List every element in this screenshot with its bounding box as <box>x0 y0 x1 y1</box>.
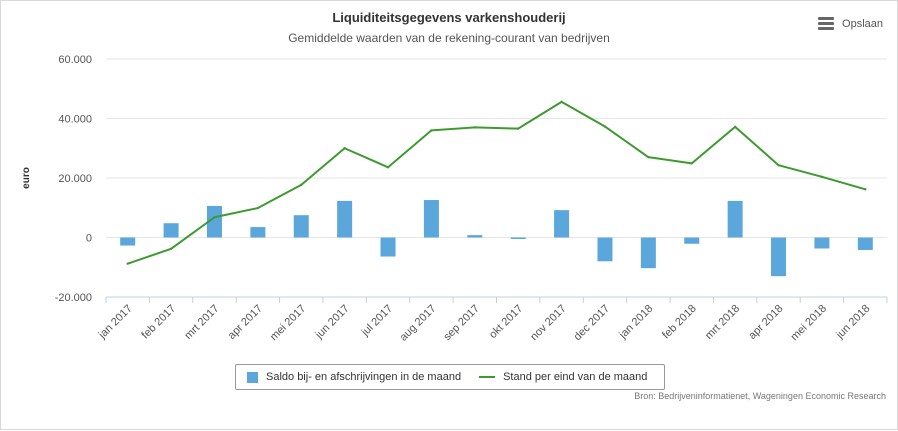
line-point <box>603 125 607 128</box>
legend-bar-swatch <box>247 371 258 383</box>
legend: Saldo bij- en afschrijvingen in de maand… <box>235 364 665 390</box>
line-point <box>864 188 867 191</box>
x-tick-label: sep 2017 <box>441 303 481 343</box>
x-tick-label: mrt 2018 <box>703 303 742 342</box>
x-tick-label: feb 2018 <box>660 303 699 342</box>
line-point <box>777 164 780 167</box>
legend-line-swatch <box>479 376 496 378</box>
bar <box>554 210 570 238</box>
y-tick-label: 20.000 <box>58 173 92 185</box>
x-tick-label: okt 2017 <box>487 303 525 341</box>
line-point <box>516 127 520 130</box>
line-point <box>733 125 737 129</box>
x-tick-label: mei 2017 <box>268 303 308 343</box>
bar <box>684 237 700 244</box>
y-axis-title: euro <box>21 167 32 189</box>
export-menu-button[interactable]: Opslaan <box>818 17 883 30</box>
x-tick-label: jun 2017 <box>313 303 352 342</box>
x-tick-label: jun 2018 <box>833 303 872 342</box>
x-tick-label: mei 2018 <box>789 303 829 343</box>
line-point <box>169 247 173 251</box>
legend-item-line[interactable]: Stand per eind van de maand <box>479 371 647 383</box>
x-tick-label: feb 2017 <box>139 303 178 342</box>
y-tick-label: 60.000 <box>58 54 92 66</box>
bar <box>857 237 873 250</box>
x-tick-label: jan 2017 <box>96 303 135 342</box>
bar <box>120 237 136 246</box>
bar <box>423 200 439 238</box>
bar <box>380 237 396 257</box>
line-point <box>343 147 346 150</box>
x-tick-label: mrt 2017 <box>182 303 221 342</box>
line-point <box>560 100 563 104</box>
bar <box>293 215 309 238</box>
bar <box>250 227 266 238</box>
line-point <box>820 175 824 179</box>
export-menu-label: Opslaan <box>842 17 883 30</box>
hamburger-menu-icon <box>818 17 835 30</box>
line-point <box>690 162 693 165</box>
line-point <box>213 216 216 219</box>
line-point <box>126 262 129 265</box>
y-tick-label: -20.000 <box>55 292 92 304</box>
x-tick-label: apr 2017 <box>226 303 265 342</box>
bar <box>337 200 353 238</box>
legend-line-label: Stand per eind van de maand <box>503 371 648 383</box>
bar <box>814 237 830 249</box>
bar <box>206 205 222 238</box>
line-point <box>386 166 390 169</box>
bar <box>510 237 526 239</box>
line-point <box>430 129 433 132</box>
bar <box>771 237 787 277</box>
line-point <box>256 206 260 210</box>
bar <box>727 200 743 238</box>
bar <box>163 223 179 238</box>
x-tick-label: jul 2017 <box>359 303 395 339</box>
x-tick-label: dec 2017 <box>572 303 612 343</box>
line-point <box>473 126 477 129</box>
line-point <box>300 183 303 187</box>
line-point <box>647 155 650 159</box>
x-tick-label: jan 2018 <box>616 303 655 342</box>
y-tick-label: 40.000 <box>58 114 92 126</box>
line-series <box>127 100 866 265</box>
x-tick-label: nov 2017 <box>528 303 568 343</box>
legend-bar-label: Saldo bij- en afschrijvingen in de maand <box>266 371 462 383</box>
x-tick-label: apr 2018 <box>746 303 785 342</box>
chart-subtitle: Gemiddelde waarden van de rekening-coura… <box>288 31 610 45</box>
x-tick-label: aug 2017 <box>398 303 439 344</box>
legend-item-bars[interactable]: Saldo bij- en afschrijvingen in de maand <box>247 371 461 383</box>
bar <box>640 237 656 269</box>
source-credit: Bron: Bedrijveninformatienet, Wageningen… <box>634 391 886 401</box>
y-tick-label: 0 <box>86 233 92 245</box>
bar <box>467 235 483 238</box>
chart-title: Liquiditeitsgegevens varkenshouderij <box>332 10 566 25</box>
bar <box>597 237 613 262</box>
